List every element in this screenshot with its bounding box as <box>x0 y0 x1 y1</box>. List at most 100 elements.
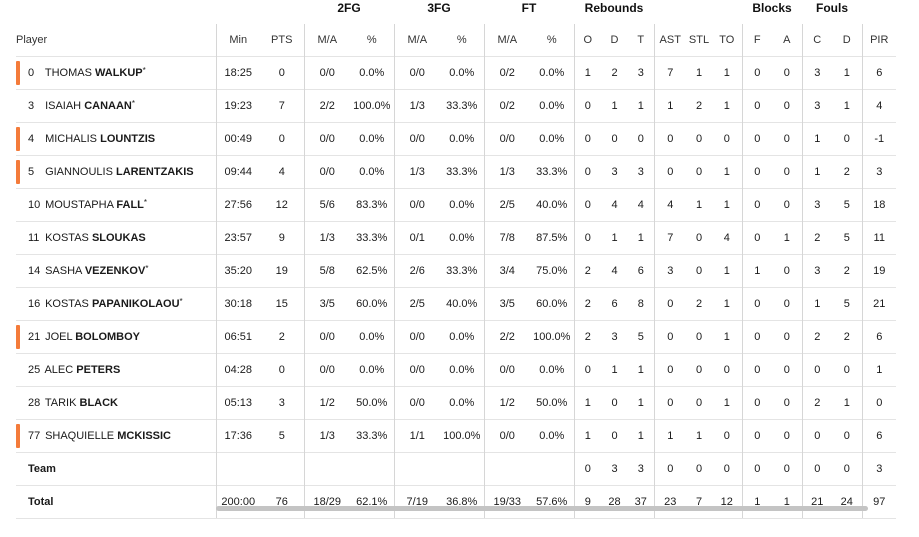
col-header-ast: AST <box>653 24 686 57</box>
player-last-name[interactable]: WALKUP <box>94 67 143 79</box>
player-cell[interactable]: 14 SASHA VEZENKOV* <box>16 254 216 288</box>
stat-cell-fg3-pct: 0.0% <box>440 386 484 420</box>
player-first-name: ALEC <box>44 364 74 376</box>
stat-cell-foul-c: 1 <box>801 287 832 321</box>
stat-cell-fg3-pct <box>440 452 484 486</box>
stat-cell-blk-f: 1 <box>741 254 772 288</box>
stat-cell-ft-pct: 50.0% <box>530 386 574 420</box>
stat-cell-ast: 0 <box>653 386 686 420</box>
player-last-name[interactable]: CANAAN <box>84 100 132 112</box>
stat-cell-reb-d: 1 <box>601 89 628 123</box>
stat-cell-reb-o: 2 <box>573 254 601 288</box>
stat-cell-stl: 0 <box>686 386 712 420</box>
player-last-name[interactable]: MCKISSIC <box>117 430 171 442</box>
stat-cell-fg3-ma: 1/3 <box>393 89 440 123</box>
player-last-name[interactable]: PETERS <box>76 364 121 376</box>
player-row[interactable]: 14 SASHA VEZENKOV* 35:20 19 5/8 62.5% 2/6 33.3… <box>16 254 896 288</box>
player-row[interactable]: 3 ISAIAH CANAAN* 19:23 7 2/2 100.0% 1/3 33.3% 0… <box>16 89 896 123</box>
col-header-pts: PTS <box>271 34 293 46</box>
stat-cell-ft-pct: 100.0% <box>530 320 574 354</box>
stat-cell-reb-o: 0 <box>573 89 601 123</box>
stat-cell-fg3-ma <box>393 452 440 486</box>
stat-cell-fg3-ma: 0/0 <box>393 386 440 420</box>
col-header-reb-t: T <box>637 34 645 46</box>
stat-cell-foul-d: 1 <box>832 89 862 123</box>
stat-cell-ft-pct: 0.0% <box>530 353 574 387</box>
player-last-name[interactable]: FALL <box>116 199 144 211</box>
player-last-name[interactable]: VEZENKOV <box>84 265 146 277</box>
player-last-name[interactable]: BLACK <box>79 397 119 409</box>
player-row[interactable]: 10 MOUSTAPHA FALL* 27:56 12 5/6 83.3% 0/0 0.0%… <box>16 188 896 222</box>
stat-cell-min: 00:49 <box>215 122 260 156</box>
stat-cell-ft-pct: 0.0% <box>530 89 574 123</box>
stat-cell-pts: 9 <box>260 221 304 255</box>
stat-cell-blk-a: 1 <box>772 485 802 519</box>
col-header-ft-pct: % <box>546 34 557 46</box>
player-row[interactable]: 16 KOSTAS PAPANIKOLAOU* 30:18 15 3/5 60.0% 2/… <box>16 287 896 321</box>
stat-cell-ft-ma: 0/0 <box>483 419 530 453</box>
player-row[interactable]: 25 ALEC PETERS 04:28 0 0/0 0.0% 0/0 0.0% 0/0 0.0… <box>16 353 896 387</box>
stat-cell-fg2-pct: 0.0% <box>350 56 394 90</box>
stat-cell-ast: 1 <box>653 89 686 123</box>
player-cell[interactable]: 4 MICHALIS LOUNTZIS <box>16 122 216 156</box>
player-first-name: MICHALIS <box>45 133 98 145</box>
player-cell[interactable]: 77 SHAQUIELLE MCKISSIC <box>16 419 216 453</box>
player-row[interactable]: 5 GIANNOULIS LARENTZAKIS 09:44 4 0/0 0.0% 1/3… <box>16 155 896 189</box>
player-cell[interactable]: 0 THOMAS WALKUP* <box>16 56 216 90</box>
player-number: 11 <box>28 232 40 244</box>
stat-cell-foul-c: 21 <box>801 485 832 519</box>
stat-cell-min: 18:25 <box>215 56 260 90</box>
boxscore-table: Player Min PTS M/A % M/A % M/A % O D T A… <box>16 24 896 519</box>
stat-cell-fg2-pct: 100.0% <box>350 89 394 123</box>
stat-cell-foul-d: 5 <box>832 188 862 222</box>
horizontal-scrollbar[interactable] <box>216 506 868 511</box>
player-last-name[interactable]: LOUNTZIS <box>100 133 156 145</box>
stat-cell-stl: 0 <box>686 221 712 255</box>
stat-cell-ast: 0 <box>653 320 686 354</box>
stat-cell-pir: 97 <box>861 485 896 519</box>
stat-cell-min: 30:18 <box>215 287 260 321</box>
stat-cell-pir: 6 <box>861 419 896 453</box>
player-row[interactable]: 77 SHAQUIELLE MCKISSIC 17:36 5 1/3 33.3% 1/1 1… <box>16 419 896 453</box>
player-row[interactable]: 0 THOMAS WALKUP* 18:25 0 0/0 0.0% 0/0 0.0% 0/2 0… <box>16 56 896 90</box>
stat-cell-pts: 15 <box>260 287 304 321</box>
stat-cell-ft-pct: 0.0% <box>530 122 574 156</box>
stat-cell-to: 12 <box>712 485 742 519</box>
player-cell[interactable]: 25 ALEC PETERS <box>16 353 216 387</box>
player-number: 3 <box>28 100 35 112</box>
player-cell[interactable]: 11 KOSTAS SLOUKAS <box>16 221 216 255</box>
stat-cell-reb-o: 0 <box>573 188 601 222</box>
stat-cell-reb-d: 4 <box>601 254 628 288</box>
stat-cell-ast: 7 <box>653 56 686 90</box>
player-cell[interactable]: 21 JOEL BOLOMBOY <box>16 320 216 354</box>
player-row[interactable]: 21 JOEL BOLOMBOY 06:51 2 0/0 0.0% 0/0 0.0% 2/2 1… <box>16 320 896 354</box>
stat-cell-ast: 23 <box>653 485 686 519</box>
col-header-to: TO <box>719 34 735 46</box>
player-cell[interactable]: 28 TARIK BLACK <box>16 386 216 420</box>
player-cell[interactable]: 3 ISAIAH CANAAN* <box>16 89 216 123</box>
stat-cell-blk-a: 0 <box>772 353 802 387</box>
stat-cell-ft-pct: 33.3% <box>530 155 574 189</box>
stat-cell-stl: 0 <box>686 320 712 354</box>
player-cell[interactable]: 10 MOUSTAPHA FALL* <box>16 188 216 222</box>
stat-cell-reb-o: 0 <box>573 353 601 387</box>
player-row[interactable]: 11 KOSTAS SLOUKAS 23:57 9 1/3 33.3% 0/1 0.0% 7/… <box>16 221 896 255</box>
player-last-name[interactable]: SLOUKAS <box>91 232 146 244</box>
player-last-name[interactable]: LARENTZAKIS <box>115 166 194 178</box>
player-number: 4 <box>28 133 35 145</box>
player-cell[interactable]: 5 GIANNOULIS LARENTZAKIS <box>16 155 216 189</box>
stat-cell-foul-c: 3 <box>801 254 832 288</box>
stat-cell-pir: 3 <box>861 155 896 189</box>
player-last-name[interactable]: PAPANIKOLAOU <box>91 298 180 310</box>
player-row[interactable]: 4 MICHALIS LOUNTZIS 00:49 0 0/0 0.0% 0/0 0.0% 0… <box>16 122 896 156</box>
stat-cell-foul-d: 2 <box>832 254 862 288</box>
stat-cell-reb-t: 8 <box>628 287 654 321</box>
player-number: 16 <box>28 298 41 310</box>
stat-cell-foul-d: 1 <box>832 386 862 420</box>
col-header-reb-o: O <box>573 24 601 57</box>
player-cell[interactable]: 16 KOSTAS PAPANIKOLAOU* <box>16 287 216 321</box>
stat-cell-reb-t: 1 <box>628 419 654 453</box>
stat-cell-fg3-ma: 2/6 <box>393 254 440 288</box>
player-row[interactable]: 28 TARIK BLACK 05:13 3 1/2 50.0% 0/0 0.0% 1/2 50… <box>16 386 896 420</box>
player-last-name[interactable]: BOLOMBOY <box>75 331 141 343</box>
